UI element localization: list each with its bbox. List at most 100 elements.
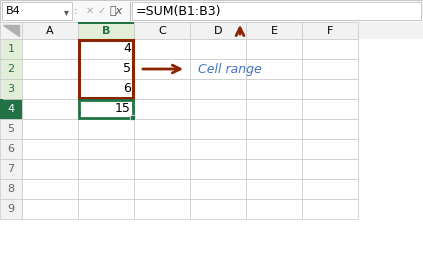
Text: 6: 6: [8, 144, 14, 154]
Bar: [246, 59, 302, 79]
Text: ▾: ▾: [63, 7, 69, 17]
Bar: [302, 119, 358, 139]
Bar: [0, 119, 22, 139]
Bar: [134, 99, 190, 119]
Bar: [134, 22, 190, 39]
Bar: [78, 39, 134, 59]
Bar: [78, 22, 134, 39]
Bar: [22, 159, 78, 179]
Bar: [246, 119, 302, 139]
Bar: [22, 22, 78, 39]
Bar: [302, 99, 358, 119]
Text: F: F: [327, 25, 333, 36]
Bar: [246, 79, 302, 99]
Bar: [79, 100, 133, 118]
Bar: [0, 99, 3, 119]
Bar: [0, 159, 22, 179]
Bar: [2, 2, 72, 20]
Text: 3: 3: [8, 84, 14, 94]
Bar: [22, 99, 78, 119]
Text: =SUM(B1:B3): =SUM(B1:B3): [136, 5, 222, 18]
Bar: [78, 199, 134, 219]
Bar: [78, 22, 134, 24]
Polygon shape: [3, 25, 19, 36]
Bar: [190, 139, 246, 159]
Bar: [22, 139, 78, 159]
Text: B: B: [102, 25, 110, 36]
Bar: [302, 139, 358, 159]
Text: 7: 7: [8, 164, 14, 174]
Bar: [302, 199, 358, 219]
Bar: [0, 179, 22, 199]
Bar: [78, 99, 134, 119]
Text: 4: 4: [8, 104, 14, 114]
Bar: [78, 79, 134, 99]
Text: 15: 15: [115, 103, 131, 116]
Text: 6: 6: [123, 83, 131, 96]
Text: 5: 5: [8, 124, 14, 134]
Bar: [246, 139, 302, 159]
Bar: [22, 199, 78, 219]
Bar: [190, 59, 246, 79]
Bar: [246, 179, 302, 199]
Bar: [190, 79, 246, 99]
Bar: [22, 79, 78, 99]
Text: D: D: [214, 25, 222, 36]
Bar: [132, 2, 421, 20]
Bar: [0, 79, 22, 99]
Bar: [190, 119, 246, 139]
Text: 8: 8: [8, 184, 14, 194]
Bar: [246, 39, 302, 59]
Bar: [134, 159, 190, 179]
Bar: [132, 2, 421, 20]
Text: Cell range: Cell range: [198, 62, 262, 75]
Bar: [0, 139, 22, 159]
Bar: [302, 22, 358, 39]
Text: E: E: [270, 25, 277, 36]
Text: 2: 2: [8, 64, 14, 74]
Bar: [22, 59, 78, 79]
Bar: [79, 40, 133, 98]
Bar: [0, 199, 22, 219]
Bar: [78, 139, 134, 159]
Bar: [246, 199, 302, 219]
Bar: [0, 39, 22, 59]
Bar: [190, 179, 246, 199]
Bar: [302, 79, 358, 99]
Text: 4: 4: [123, 42, 131, 56]
Bar: [78, 119, 134, 139]
Bar: [78, 59, 134, 79]
Text: 𝑓x: 𝑓x: [110, 6, 123, 16]
Text: A: A: [46, 25, 54, 36]
Text: 1: 1: [8, 44, 14, 54]
Text: 9: 9: [8, 204, 14, 214]
Bar: [134, 59, 190, 79]
Bar: [134, 119, 190, 139]
Text: 5: 5: [123, 62, 131, 75]
Bar: [190, 22, 246, 39]
Bar: [302, 179, 358, 199]
Bar: [22, 179, 78, 199]
Bar: [78, 179, 134, 199]
Bar: [0, 99, 22, 119]
Bar: [0, 59, 22, 79]
Bar: [134, 79, 190, 99]
Bar: [78, 159, 134, 179]
Text: B4: B4: [6, 6, 21, 16]
Bar: [0, 22, 423, 39]
Bar: [0, 0, 423, 22]
Bar: [302, 159, 358, 179]
Bar: [302, 39, 358, 59]
Text: ✕: ✕: [86, 6, 94, 16]
Text: :: :: [74, 6, 78, 16]
Bar: [134, 199, 190, 219]
Bar: [134, 139, 190, 159]
Bar: [134, 179, 190, 199]
Bar: [190, 39, 246, 59]
Bar: [22, 119, 78, 139]
Bar: [130, 115, 135, 120]
Bar: [22, 39, 78, 59]
Bar: [190, 159, 246, 179]
Bar: [246, 22, 302, 39]
Text: C: C: [158, 25, 166, 36]
